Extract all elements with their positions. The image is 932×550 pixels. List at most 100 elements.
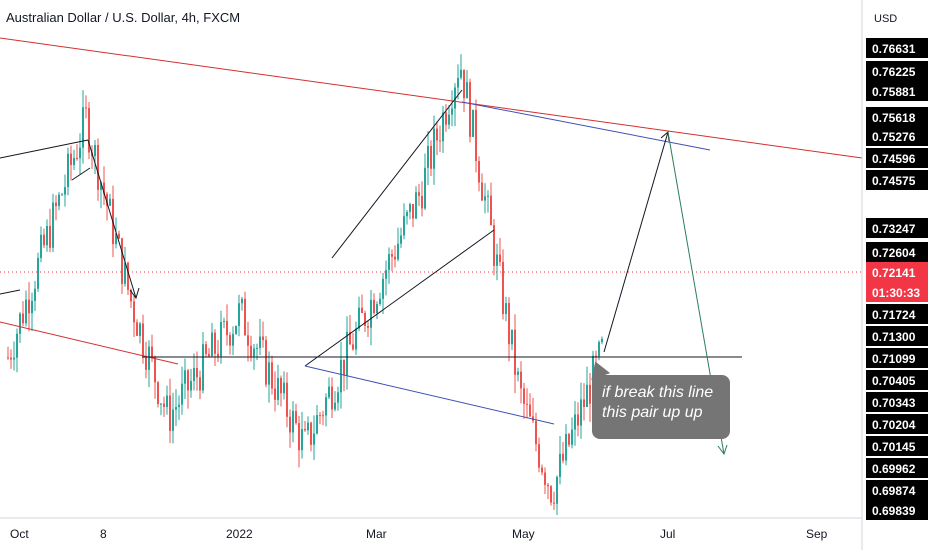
candle-body: [283, 383, 285, 394]
trend-line-rise-bottom[interactable]: [305, 230, 494, 366]
candle-body: [124, 263, 126, 284]
candle-body: [175, 407, 177, 410]
candle-body: [388, 254, 390, 270]
arrow-down-1[interactable]: [88, 140, 136, 298]
trend-line-rise-top[interactable]: [332, 90, 462, 258]
candle-body: [355, 329, 357, 350]
candle-body: [484, 196, 486, 200]
channel-top-line[interactable]: [0, 38, 862, 158]
candle-body: [487, 196, 489, 197]
candlestick-series: [7, 54, 603, 515]
price-tick-label: 0.74596: [872, 152, 916, 166]
candle-body: [55, 203, 57, 206]
annotation-callout[interactable]: if break this line this pair up up: [592, 375, 730, 439]
candle-body: [127, 263, 129, 290]
candle-body: [160, 404, 162, 405]
candle-body: [226, 321, 228, 335]
candle-body: [526, 404, 528, 405]
candle-body: [559, 454, 561, 477]
candle-body: [508, 303, 510, 344]
candle-body: [466, 82, 468, 98]
candle-body: [409, 204, 411, 212]
candle-body: [178, 405, 180, 407]
blue-lower-line[interactable]: [305, 366, 554, 424]
price-tick-label: 0.75276: [872, 130, 916, 144]
channel-bottom-line[interactable]: [0, 322, 178, 364]
candle-body: [421, 196, 423, 209]
candle-body: [241, 299, 243, 303]
candle-body: [133, 301, 135, 322]
candle-body: [172, 410, 174, 431]
price-tick-label: 0.70145: [872, 440, 916, 454]
candle-body: [343, 360, 345, 376]
candle-body: [220, 322, 222, 356]
candle-body: [325, 397, 327, 415]
candle-body: [502, 262, 504, 314]
candle-body: [379, 299, 381, 304]
candle-body: [259, 337, 261, 348]
price-axis-unit: USD: [874, 13, 897, 25]
price-axis[interactable]: USD 0.76631 0.76225 0.75881 0.75618 0.75276 0…: [866, 13, 928, 520]
candle-body: [586, 385, 588, 407]
candle-body: [46, 226, 48, 245]
candle-body: [148, 347, 150, 370]
price-tick-label: 0.75881: [872, 85, 916, 99]
candle-body: [157, 382, 159, 404]
candle-body: [118, 234, 120, 239]
candle-body: [370, 300, 372, 328]
candle-body: [217, 354, 219, 357]
candle-body: [265, 340, 267, 385]
candle-body: [193, 368, 195, 381]
candle-body: [511, 330, 513, 345]
candle-body: [151, 347, 153, 357]
candle-body: [394, 257, 396, 260]
candle-body: [346, 332, 348, 376]
candle-body: [385, 270, 387, 279]
candle-body: [322, 415, 324, 416]
candle-body: [166, 396, 168, 407]
candle-body: [79, 148, 81, 159]
candle-body: [328, 387, 330, 398]
price-tick-label: 0.71300: [872, 330, 916, 344]
candle-body: [445, 112, 447, 124]
candle-body: [64, 187, 66, 194]
candle-body: [598, 342, 600, 356]
candle-body: [310, 423, 312, 445]
candle-body: [391, 254, 393, 257]
candle-body: [13, 358, 15, 360]
trend-line-2[interactable]: [0, 290, 20, 294]
candle-body: [19, 314, 21, 334]
candle-body: [457, 78, 459, 88]
trend-line-3[interactable]: [72, 168, 90, 180]
candle-body: [565, 434, 567, 461]
time-axis[interactable]: Oct 8 2022 Mar May Jul Sep: [10, 527, 828, 541]
candle-body: [403, 216, 405, 235]
candle-body: [31, 301, 33, 313]
candle-body: [490, 196, 492, 225]
trend-line-1[interactable]: [0, 140, 88, 158]
price-tick-label: 0.74575: [872, 174, 916, 188]
candle-body: [499, 255, 501, 262]
candle-body: [571, 430, 573, 445]
candle-body: [94, 145, 96, 156]
candle-body: [280, 378, 282, 393]
candle-body: [544, 472, 546, 484]
candle-body: [169, 396, 171, 431]
candle-body: [139, 324, 141, 336]
candle-body: [442, 112, 444, 141]
candle-body: [520, 372, 522, 389]
blue-upper-line[interactable]: [462, 102, 710, 150]
candle-body: [517, 372, 519, 375]
candle-body: [49, 226, 51, 248]
drawings: [0, 38, 862, 454]
candle-body: [427, 146, 429, 168]
projection-up-line[interactable]: [604, 132, 668, 352]
price-tick-label: 0.72604: [872, 246, 916, 260]
candle-body: [202, 344, 204, 390]
candle-body: [22, 314, 24, 324]
candle-body: [529, 404, 531, 416]
candle-body: [145, 356, 147, 370]
time-tick-label: Sep: [806, 527, 828, 541]
